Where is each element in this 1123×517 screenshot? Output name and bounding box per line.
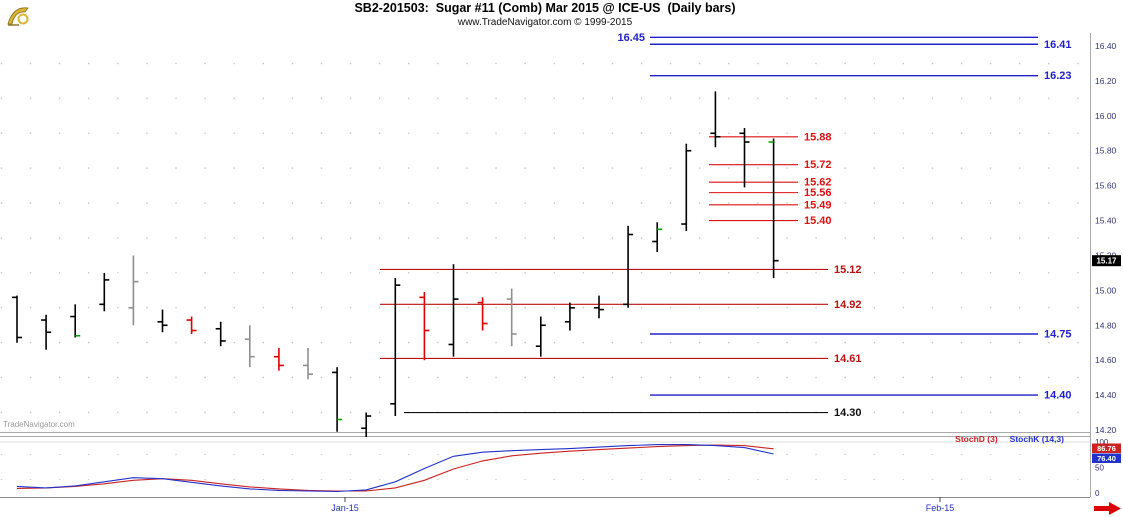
level-label: 15.62 [804,177,832,189]
level-label: 14.61 [834,353,862,365]
price-axis-tick: 15.00 [1095,285,1117,295]
level-label: 14.92 [834,299,862,311]
stoch-axis-tick: 50 [1095,464,1104,473]
date-label: Jan-15 [331,503,359,513]
price-axis-tick: 15.60 [1095,181,1117,191]
date-label: Feb-15 [926,503,955,513]
stoch-k-badge [1092,453,1121,463]
last-price-badge-text: 15.17 [1096,257,1117,266]
scroll-right-arrow[interactable] [1094,502,1121,515]
price-axis-tick: 15.80 [1095,146,1117,156]
stoch-d-badge-text: 86.76 [1097,444,1116,453]
price-axis-tick: 16.00 [1095,111,1117,121]
last-price-badge [1092,255,1121,267]
price-axis-tick: 14.40 [1095,390,1117,400]
level-label: 16.23 [1044,70,1072,82]
scroll-right-arrow-shaft [1094,506,1109,511]
stoch-d-badge [1092,443,1121,453]
price-axis-tick: 15.40 [1095,216,1117,226]
stoch-k-line [16,444,774,493]
stochd-label: StochD (3) [955,434,998,444]
level-label: 14.75 [1044,329,1072,341]
stoch-grid [0,438,1090,496]
level-label: 15.40 [804,215,832,227]
price-grid [0,33,1090,432]
level-label: 14.40 [1044,390,1072,402]
stoch-k-badge-text: 76.40 [1097,454,1116,463]
tradenavigator-logo-icon [7,7,29,26]
level-label: 16.45 [617,32,645,44]
level-label: 15.88 [804,131,832,143]
level-label: 15.12 [834,264,862,276]
price-axis-tick: 14.60 [1095,355,1117,365]
chart-title: SB2-201503: Sugar #11 (Comb) Mar 2015 @ … [354,1,736,15]
stoch-axis-tick: 0 [1095,489,1100,498]
level-label: 16.41 [1044,39,1072,51]
stoch-legend: StochD (3) StochK (14,3) [880,434,1080,444]
scroll-right-arrow-head [1109,502,1121,515]
level-label: 15.56 [804,187,832,199]
chart-subtitle: www.TradeNavigator.com © 1999-2015 [457,17,633,28]
stoch-d-line [16,444,774,492]
stochk-label: StochK (14,3) [1009,434,1064,444]
price-axis-tick: 16.40 [1095,41,1117,51]
level-label: 14.30 [834,407,862,419]
watermark: TradeNavigator.com [3,420,75,429]
price-axis-tick: 14.80 [1095,320,1117,330]
price-axis-tick: 14.20 [1095,425,1117,435]
price-axis-tick: 16.20 [1095,76,1117,86]
level-label: 15.49 [804,199,832,211]
stoch-axis-tick: 100 [1095,438,1109,447]
level-label: 15.72 [804,159,832,171]
